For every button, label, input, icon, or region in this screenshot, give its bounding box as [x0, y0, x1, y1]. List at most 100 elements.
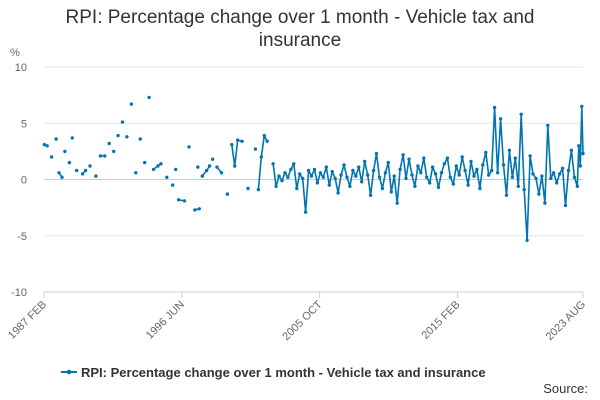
data-point[interactable]	[472, 174, 476, 178]
data-point[interactable]	[357, 165, 361, 169]
data-point[interactable]	[534, 176, 538, 181]
data-point[interactable]	[513, 156, 517, 160]
data-point[interactable]	[549, 176, 553, 181]
data-point[interactable]	[277, 174, 281, 178]
data-point[interactable]	[540, 174, 544, 178]
data-point[interactable]	[389, 190, 393, 194]
data-point[interactable]	[259, 155, 263, 159]
data-point[interactable]	[240, 139, 244, 143]
data-point[interactable]	[171, 183, 175, 187]
data-point[interactable]	[49, 155, 54, 159]
data-point[interactable]	[306, 168, 311, 173]
data-point[interactable]	[487, 173, 491, 177]
data-point[interactable]	[165, 175, 169, 179]
data-point[interactable]	[318, 171, 323, 175]
data-point[interactable]	[442, 162, 447, 166]
data-point[interactable]	[475, 167, 479, 172]
data-point[interactable]	[481, 163, 485, 167]
data-point[interactable]	[94, 174, 98, 178]
data-point[interactable]	[460, 155, 464, 159]
data-point[interactable]	[501, 163, 506, 167]
data-point[interactable]	[371, 168, 376, 173]
data-point[interactable]	[292, 162, 296, 166]
data-point[interactable]	[233, 164, 237, 168]
data-point[interactable]	[430, 165, 435, 169]
data-point[interactable]	[416, 164, 420, 168]
data-point[interactable]	[557, 172, 562, 176]
data-point[interactable]	[345, 175, 349, 179]
data-point[interactable]	[295, 186, 299, 191]
data-point[interactable]	[301, 176, 305, 181]
data-point[interactable]	[262, 133, 266, 138]
data-point[interactable]	[377, 175, 382, 179]
data-point[interactable]	[457, 173, 461, 177]
data-point[interactable]	[578, 164, 582, 168]
data-point[interactable]	[360, 180, 364, 184]
data-point[interactable]	[516, 184, 520, 188]
data-point[interactable]	[107, 141, 111, 146]
data-point[interactable]	[286, 175, 290, 179]
data-point[interactable]	[354, 174, 358, 178]
data-point[interactable]	[116, 133, 120, 138]
data-point[interactable]	[404, 176, 408, 181]
data-point[interactable]	[495, 171, 500, 175]
data-point[interactable]	[552, 171, 556, 175]
data-point[interactable]	[42, 142, 46, 147]
data-point[interactable]	[88, 164, 92, 168]
data-point[interactable]	[103, 154, 107, 158]
data-point[interactable]	[555, 181, 559, 185]
data-point[interactable]	[129, 102, 134, 106]
data-point[interactable]	[410, 173, 414, 177]
data-point[interactable]	[451, 182, 455, 186]
data-point[interactable]	[507, 148, 512, 152]
data-point[interactable]	[537, 192, 541, 196]
data-point[interactable]	[519, 112, 523, 117]
data-point[interactable]	[134, 171, 138, 175]
data-point[interactable]	[546, 123, 550, 128]
data-point[interactable]	[569, 148, 574, 152]
data-point[interactable]	[274, 184, 278, 188]
data-point[interactable]	[428, 181, 432, 185]
data-point[interactable]	[413, 184, 417, 188]
data-point[interactable]	[70, 136, 75, 140]
data-point[interactable]	[280, 178, 284, 183]
data-point[interactable]	[54, 137, 58, 141]
data-point[interactable]	[45, 144, 49, 148]
data-point[interactable]	[563, 203, 568, 208]
data-point[interactable]	[439, 171, 444, 175]
data-point[interactable]	[67, 160, 72, 165]
data-point[interactable]	[448, 175, 452, 179]
data-point[interactable]	[380, 186, 385, 191]
data-point[interactable]	[98, 154, 103, 158]
data-point[interactable]	[156, 164, 160, 168]
data-point[interactable]	[333, 176, 337, 181]
data-point[interactable]	[407, 157, 411, 161]
data-point[interactable]	[580, 104, 584, 109]
data-point[interactable]	[138, 137, 142, 141]
data-point[interactable]	[289, 167, 293, 172]
data-point[interactable]	[383, 171, 388, 175]
data-point[interactable]	[120, 120, 125, 124]
data-point[interactable]	[572, 175, 577, 179]
data-point[interactable]	[336, 191, 340, 195]
data-point[interactable]	[339, 173, 343, 177]
data-point[interactable]	[348, 184, 352, 188]
data-point[interactable]	[63, 149, 67, 154]
data-point[interactable]	[543, 201, 547, 205]
data-point[interactable]	[463, 168, 467, 173]
data-point[interactable]	[327, 183, 331, 187]
data-point[interactable]	[176, 198, 181, 202]
data-point[interactable]	[80, 172, 85, 176]
data-point[interactable]	[528, 154, 532, 158]
data-point[interactable]	[330, 169, 334, 174]
data-point[interactable]	[182, 199, 187, 203]
data-point[interactable]	[193, 208, 197, 212]
data-point[interactable]	[75, 168, 79, 173]
data-point[interactable]	[525, 238, 529, 242]
data-point[interactable]	[419, 171, 423, 175]
data-point[interactable]	[60, 175, 64, 179]
data-point[interactable]	[395, 201, 399, 205]
data-point[interactable]	[386, 160, 390, 165]
data-point[interactable]	[366, 173, 370, 177]
data-point[interactable]	[298, 172, 302, 176]
